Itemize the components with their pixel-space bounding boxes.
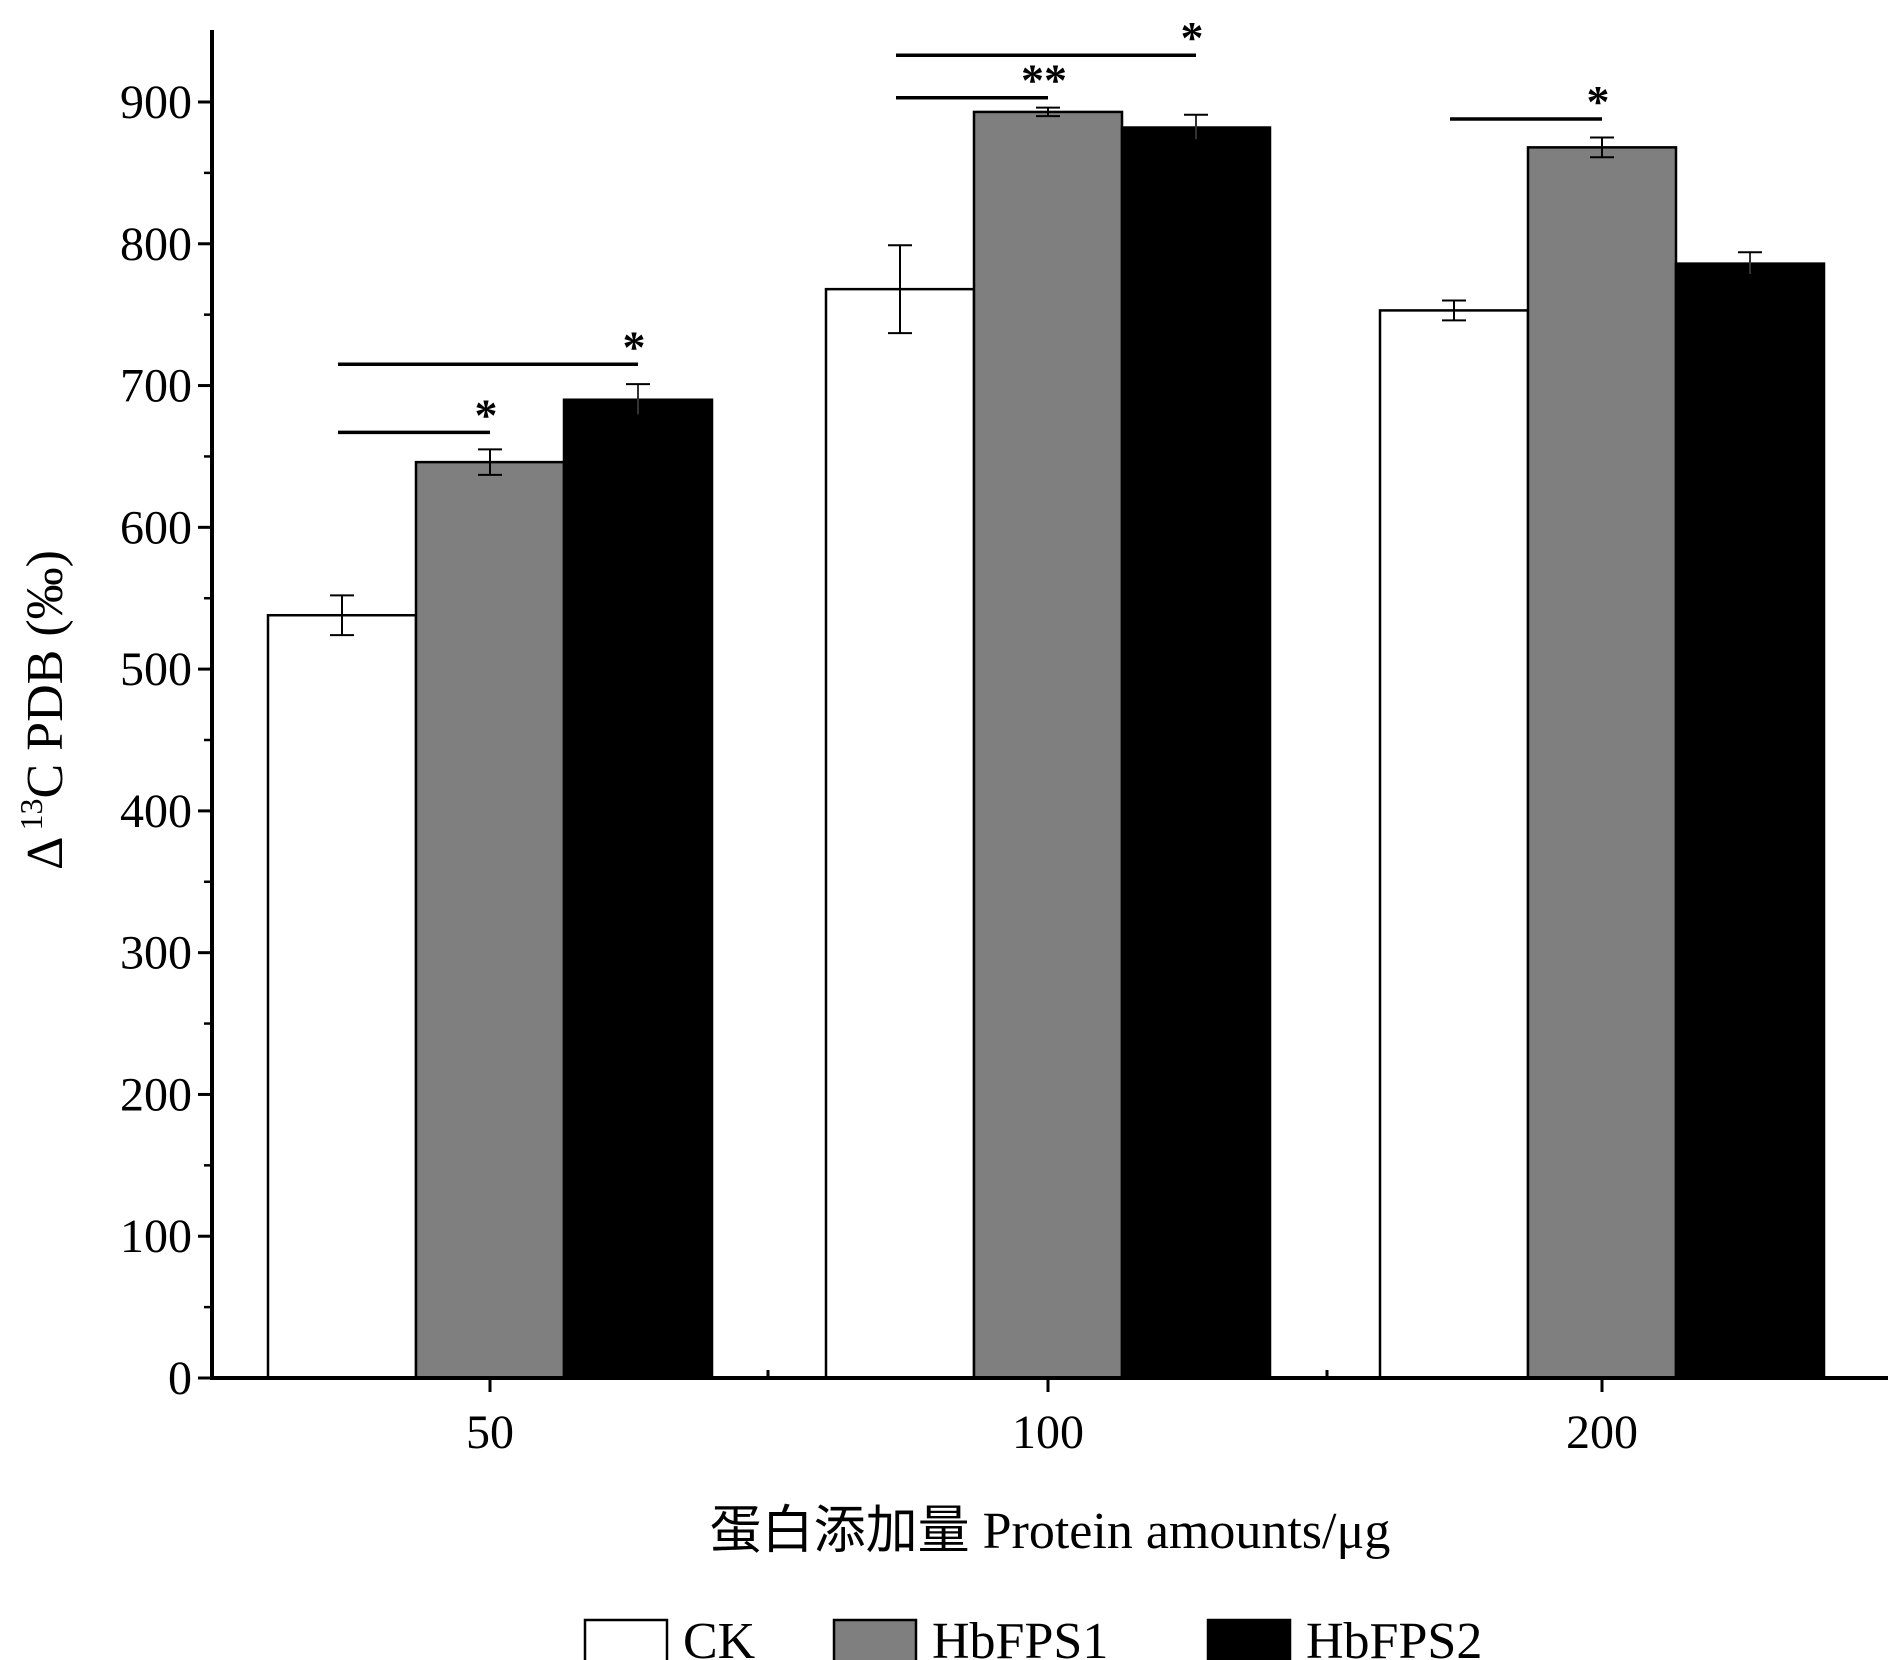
bar-ck-200 [1378, 309, 1530, 1380]
bar-hbfps2-100 [1120, 126, 1272, 1380]
y-axis-title-delta: Δ [17, 837, 74, 870]
significance-label-1: * [623, 321, 646, 372]
y-tick-label-200: 200 [120, 1068, 192, 1121]
y-tick-label-0: 0 [168, 1352, 192, 1405]
y-axis-title: Δ 13C PDB (‰) [13, 550, 74, 870]
y-axis-title-superscript: 13 [13, 799, 49, 831]
error-bar-ck-200 [1442, 299, 1466, 322]
x-tick-label-50: 50 [466, 1406, 514, 1459]
error-bar-hbfps1-50 [478, 448, 502, 476]
y-tick-label-600: 600 [120, 501, 192, 554]
significance-label-0: * [475, 389, 498, 440]
x-axis-title: 蛋白添加量 Protein amounts/μg [710, 1503, 1391, 1560]
legend-item-hbfps2: HbFPS2 [1206, 1613, 1482, 1660]
error-bars-group [330, 106, 1762, 637]
legend-swatch-hbfps2 [1206, 1618, 1292, 1660]
axes: 0 100 200 300 400 500 600 700 800 900 50 100 200 [120, 30, 1888, 1459]
significance-group: ****** [338, 12, 1610, 440]
y-tick-label-500: 500 [120, 643, 192, 696]
legend-item-ck: CK [583, 1613, 756, 1660]
legend-swatch-hbfps1 [832, 1618, 918, 1660]
legend: CK HbFPS1 HbFPS2 [583, 1613, 1482, 1660]
error-bar-hbfps2-50 [626, 383, 650, 417]
y-tick-label-900: 900 [120, 76, 192, 129]
significance-label-3: * [1181, 12, 1204, 63]
bar-hbfps1-100 [972, 110, 1124, 1380]
bar-hbfps2-200 [1674, 262, 1826, 1380]
y-tick-label-400: 400 [120, 785, 192, 838]
y-tick-label-300: 300 [120, 927, 192, 980]
bars-group [266, 110, 1826, 1380]
significance-label-4: * [1587, 76, 1610, 127]
legend-label-ck: CK [683, 1613, 756, 1660]
y-tick-label-800: 800 [120, 218, 192, 271]
legend-label-hbfps1: HbFPS1 [932, 1613, 1108, 1660]
bar-ck-50 [266, 613, 418, 1380]
x-tick-label-200: 200 [1566, 1406, 1638, 1459]
bar-hbfps1-200 [1526, 146, 1678, 1380]
error-bar-ck-50 [330, 594, 354, 637]
error-bar-ck-100 [888, 244, 912, 335]
y-axis-title-rest: C PDB (‰) [17, 550, 74, 798]
legend-item-hbfps1: HbFPS1 [832, 1613, 1108, 1660]
significance-label-2: ** [1021, 55, 1067, 106]
error-bar-hbfps2-200 [1738, 251, 1762, 276]
bar-ck-100 [824, 287, 976, 1380]
y-tick-label-100: 100 [120, 1210, 192, 1263]
error-bar-hbfps2-100 [1184, 113, 1208, 142]
x-tick-label-100: 100 [1012, 1406, 1084, 1459]
y-tick-label-700: 700 [120, 360, 192, 413]
bar-hbfps1-50 [414, 460, 566, 1380]
error-bar-hbfps1-200 [1590, 136, 1614, 159]
error-bar-hbfps1-100 [1036, 106, 1060, 118]
legend-swatch-ck [583, 1618, 669, 1660]
bar-hbfps2-50 [562, 398, 714, 1380]
legend-label-hbfps2: HbFPS2 [1306, 1613, 1482, 1660]
